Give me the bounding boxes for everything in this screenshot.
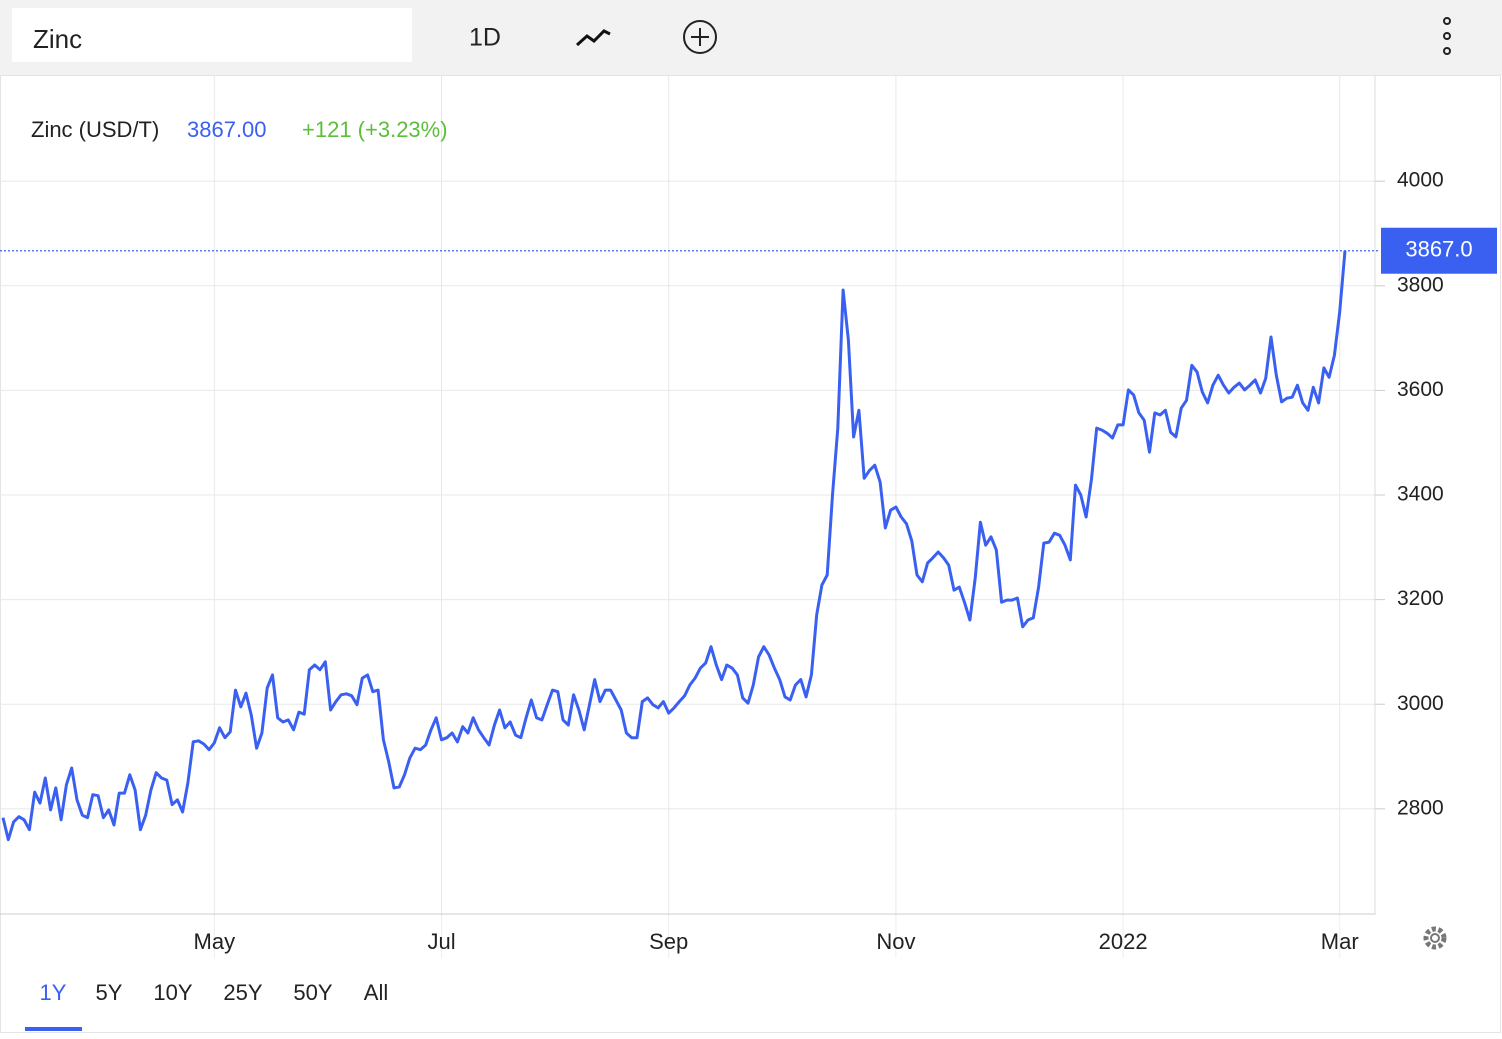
x-tick-label: 2022 xyxy=(1099,929,1148,954)
y-tick-label: 3600 xyxy=(1397,378,1444,401)
active-range-underline xyxy=(25,1027,82,1031)
last-price-box xyxy=(1381,227,1497,274)
add-icon-plus xyxy=(691,28,709,46)
x-tick-label: Sep xyxy=(649,929,688,954)
last-price-label: 3867.0 xyxy=(1405,237,1472,262)
interval[interactable]: 1D xyxy=(469,24,501,52)
range-button[interactable]: 50Y xyxy=(293,980,332,1005)
y-tick-label: 3200 xyxy=(1397,587,1444,610)
y-tick-label: 3000 xyxy=(1397,692,1444,715)
search-box[interactable] xyxy=(12,8,412,62)
menu-icon[interactable] xyxy=(1443,17,1451,55)
legend-change: +121 (+3.23%) xyxy=(302,117,448,142)
grid xyxy=(0,75,1375,915)
range-button[interactable]: 5Y xyxy=(96,980,123,1005)
legend-price: 3867.00 xyxy=(187,117,267,142)
range-button[interactable]: 10Y xyxy=(153,980,192,1005)
search-text: Zinc xyxy=(33,24,82,54)
legend-name: Zinc (USD/T) xyxy=(31,117,159,142)
y-tick-label: 3400 xyxy=(1397,483,1444,506)
x-tick-label: Jul xyxy=(427,929,455,954)
gear-icon[interactable] xyxy=(1423,926,1447,950)
range-button[interactable]: 1Y xyxy=(40,980,67,1005)
x-tick-label: Mar xyxy=(1321,929,1359,954)
chart-type-icon[interactable] xyxy=(575,29,611,47)
add-icon[interactable] xyxy=(683,20,717,54)
price-line xyxy=(1,250,1347,842)
range-button[interactable]: All xyxy=(364,980,388,1005)
range-button[interactable]: 25Y xyxy=(223,980,262,1005)
y-tick-label: 4000 xyxy=(1397,169,1444,192)
y-tick-label: 2800 xyxy=(1397,796,1444,819)
x-tick-label: May xyxy=(194,929,236,954)
frame xyxy=(0,75,1501,1033)
x-tick-label: Nov xyxy=(876,929,915,954)
y-tick-label: 3800 xyxy=(1397,273,1444,296)
